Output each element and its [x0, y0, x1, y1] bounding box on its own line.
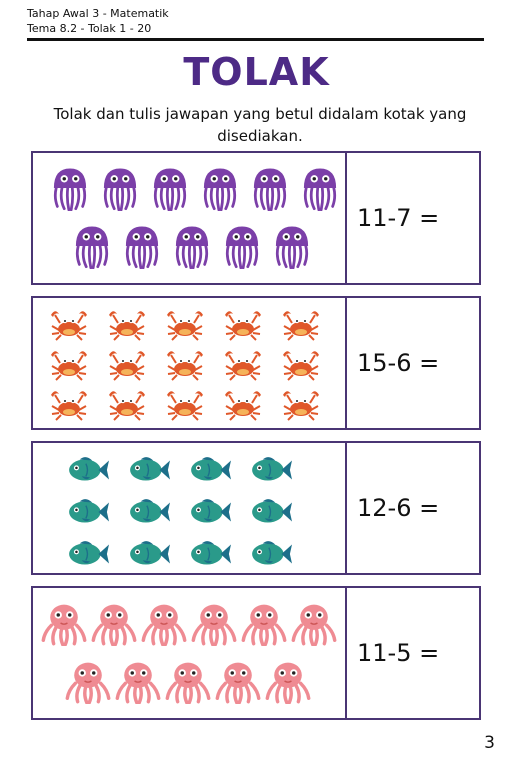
- header-subject: Tahap Awal 3 - Matematik: [27, 7, 169, 20]
- octopus-icon: [265, 662, 311, 704]
- crab-icon: [109, 391, 145, 421]
- jellyfish-icon: [203, 168, 237, 211]
- octopus-icon: [241, 604, 287, 646]
- jellyfish-icon: [275, 226, 309, 269]
- crab-icon: [225, 391, 261, 421]
- octopus-icon: [65, 662, 111, 704]
- equation-text: 11-5 =: [357, 639, 440, 667]
- crab-icon: [167, 391, 203, 421]
- question-box-4: 11-5 =: [31, 586, 481, 720]
- picture-area: [33, 588, 347, 718]
- page-number: 3: [484, 733, 495, 753]
- jellyfish-icon: [303, 168, 337, 211]
- equation-text: 11-7 =: [357, 204, 440, 232]
- header-divider: [27, 38, 484, 41]
- octopus-icon: [165, 662, 211, 704]
- fish-icon: [191, 457, 231, 481]
- fish-icon: [252, 457, 292, 481]
- worksheet-header: Tahap Awal 3 - Matematik Tema 8.2 - Tola…: [27, 6, 169, 36]
- crab-icon: [283, 351, 319, 381]
- picture-area: [33, 153, 347, 283]
- fish-icon: [252, 499, 292, 523]
- crab-icon: [225, 311, 261, 341]
- jellyfish-icon: [125, 226, 159, 269]
- octopus-icon: [91, 604, 137, 646]
- crab-icon: [167, 311, 203, 341]
- crab-icon: [51, 311, 87, 341]
- jellyfish-icon: [153, 168, 187, 211]
- crab-icon: [51, 391, 87, 421]
- jellyfish-icon: [75, 226, 109, 269]
- page-title: TOLAK: [183, 50, 330, 94]
- fish-icon: [69, 499, 109, 523]
- fish-icon: [69, 541, 109, 565]
- octopus-icon: [115, 662, 161, 704]
- jellyfish-icon: [53, 168, 87, 211]
- crab-icon: [109, 351, 145, 381]
- crab-icon: [283, 311, 319, 341]
- octopus-icon: [41, 604, 87, 646]
- octopus-icon: [191, 604, 237, 646]
- picture-area: [33, 298, 347, 428]
- fish-icon: [130, 541, 170, 565]
- fish-icon: [252, 541, 292, 565]
- crab-icon: [225, 351, 261, 381]
- octopus-icon: [215, 662, 261, 704]
- crab-icon: [109, 311, 145, 341]
- fish-icon: [130, 499, 170, 523]
- fish-icon: [191, 499, 231, 523]
- octopus-icon: [141, 604, 187, 646]
- question-box-1: 11-7 =: [31, 151, 481, 285]
- fish-icon: [69, 457, 109, 481]
- equation-text: 15-6 =: [357, 349, 440, 377]
- crab-icon: [283, 391, 319, 421]
- jellyfish-icon: [225, 226, 259, 269]
- fish-icon: [191, 541, 231, 565]
- crab-icon: [51, 351, 87, 381]
- question-box-3: 12-6 =: [31, 441, 481, 575]
- picture-area: [33, 443, 347, 573]
- instruction-text: Tolak dan tulis jawapan yang betul didal…: [53, 105, 467, 145]
- octopus-icon: [291, 604, 337, 646]
- question-box-2: 15-6 =: [31, 296, 481, 430]
- crab-icon: [167, 351, 203, 381]
- header-theme: Tema 8.2 - Tolak 1 - 20: [27, 22, 152, 35]
- jellyfish-icon: [253, 168, 287, 211]
- jellyfish-icon: [103, 168, 137, 211]
- jellyfish-icon: [175, 226, 209, 269]
- equation-text: 12-6 =: [357, 494, 440, 522]
- fish-icon: [130, 457, 170, 481]
